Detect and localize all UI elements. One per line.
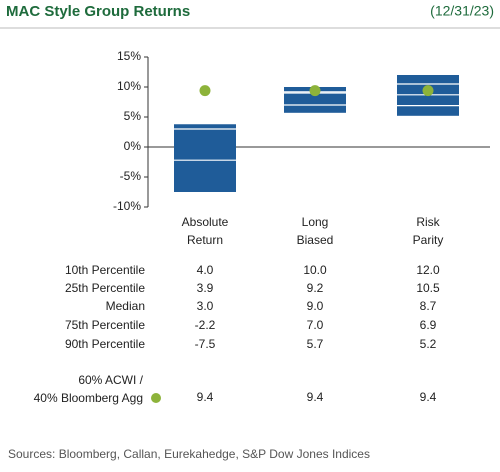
table-value: 10.5 (416, 281, 440, 295)
table-value: 12.0 (416, 263, 440, 277)
benchmark-legend-dot (151, 393, 161, 403)
benchmark-dot (199, 85, 211, 97)
box (174, 123, 236, 192)
row-label: 75th Percentile (65, 318, 145, 332)
benchmark-label: 60% ACWI / 40% Bloomberg Agg (33, 373, 143, 405)
y-tick-label: 5% (124, 109, 142, 123)
y-tick-label: -10% (113, 199, 141, 213)
benchmark-value: 9.4 (307, 390, 324, 404)
category-label: Long Biased (296, 215, 334, 247)
benchmark-dot (422, 85, 434, 97)
title: MAC Style Group Returns (6, 3, 190, 20)
table-value: 7.0 (307, 318, 324, 332)
row-label: Median (106, 299, 145, 313)
date: (12/31/23) (430, 3, 494, 19)
table-value: 6.9 (420, 318, 437, 332)
table-value: -7.5 (195, 337, 216, 351)
row-label: 90th Percentile (65, 337, 145, 351)
benchmark-dot (309, 85, 321, 97)
table-value: 5.2 (420, 337, 437, 351)
table-value: 3.0 (197, 299, 214, 313)
table-value: 4.0 (197, 263, 214, 277)
table-value: -2.2 (195, 318, 216, 332)
y-tick-label: -5% (120, 169, 142, 183)
benchmark-value: 9.4 (197, 390, 214, 404)
source: Sources: Bloomberg, Callan, Eurekahedge,… (8, 447, 370, 461)
table-value: 5.7 (307, 337, 324, 351)
table-value: 10.0 (303, 263, 327, 277)
table-value: 9.2 (307, 281, 324, 295)
benchmark-value: 9.4 (420, 390, 437, 404)
y-tick-label: 15% (117, 49, 141, 63)
row-label: 25th Percentile (65, 281, 145, 295)
category-label: Risk Parity (412, 215, 444, 247)
y-tick-label: 10% (117, 79, 141, 93)
table-value: 9.0 (307, 299, 324, 313)
row-label: 10th Percentile (65, 263, 145, 277)
category-label: Absolute Return (181, 215, 229, 247)
table-value: 3.9 (197, 281, 214, 295)
table-value: 8.7 (420, 299, 437, 313)
y-tick-label: 0% (124, 139, 142, 153)
